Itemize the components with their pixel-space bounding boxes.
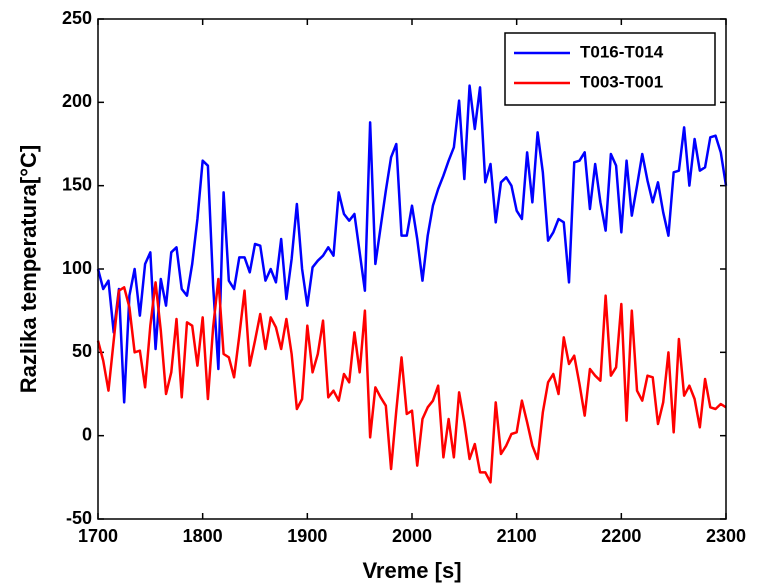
data-line [96,277,727,484]
y-axis-label: Razlika temperatura[°C] [16,145,41,393]
y-tick-label: 0 [82,424,92,444]
legend-label: T003-T001 [580,72,663,91]
x-tick-label: 1900 [287,526,327,546]
x-tick-label: 1800 [183,526,223,546]
x-tick-label: 2000 [392,526,432,546]
y-tick-label: 200 [62,91,92,111]
x-tick-label: 2100 [497,526,537,546]
y-tick-label: 100 [62,258,92,278]
legend-box [504,32,716,106]
y-tick-label: 150 [62,174,92,194]
x-tick-label: 1700 [78,526,118,546]
axes-box [97,18,727,520]
x-tick-label: 2200 [601,526,641,546]
legend-label: T016-T014 [580,42,664,61]
x-axis-label: Vreme [s] [362,558,461,583]
y-tick-label: -50 [66,508,92,528]
x-tick-label: 2300 [706,526,746,546]
data-line [96,84,728,404]
y-tick-label: 50 [72,341,92,361]
y-tick-label: 250 [62,8,92,28]
